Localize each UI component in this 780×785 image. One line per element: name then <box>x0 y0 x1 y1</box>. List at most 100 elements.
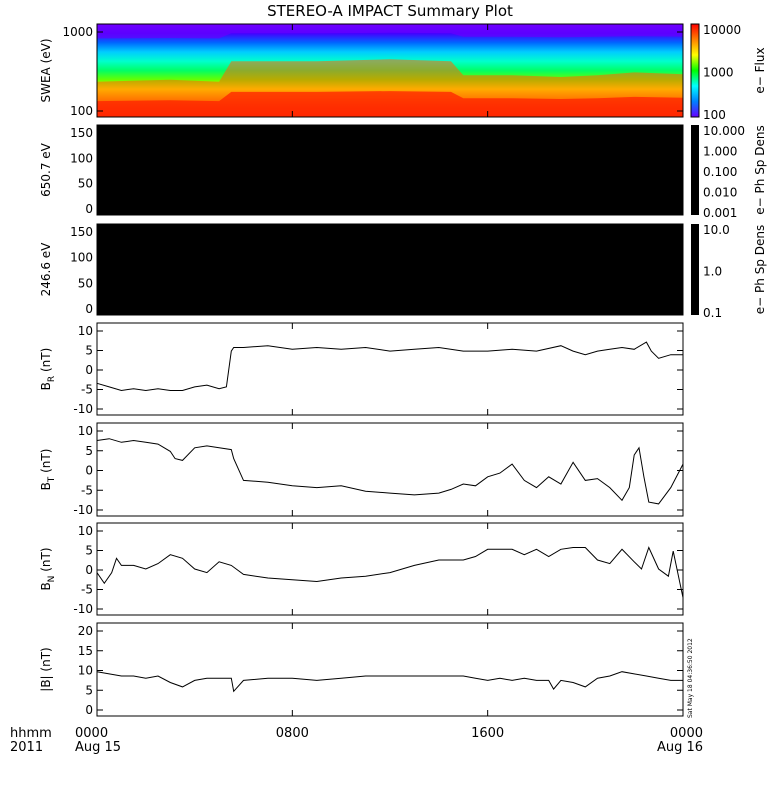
panel-3-frame <box>96 322 684 416</box>
panel-4: 10 5 0 -5 -10 BT (nT) <box>39 422 684 517</box>
panel-3-ytick-label: -5 <box>81 383 93 397</box>
panel-6-ytick-label: 10 <box>78 664 93 678</box>
ylabel-subscript: N <box>47 576 57 583</box>
panel-2-ylabel: 246.6 eV <box>39 242 53 297</box>
ylabel-main: B <box>39 582 53 590</box>
ylabel-main: B <box>39 482 53 490</box>
panel-1-ytick-label: 150 <box>70 126 93 140</box>
panel-2-ytick-label: 50 <box>78 276 93 290</box>
x-tick-label: 0000 <box>670 726 703 741</box>
x-tick-label: 0000 <box>75 726 108 741</box>
panel-6-ytick-label: 5 <box>85 683 93 697</box>
panel-6-series-line <box>96 671 683 693</box>
panel-0-ylabel: SWEA (eV) <box>39 38 53 102</box>
panel-2-colorbar-tick: 1.0 <box>703 265 722 279</box>
panel-3-ylabel: BR (nT) <box>39 348 57 391</box>
panel-1-frame <box>96 124 684 216</box>
panel-3-ytick-label: -10 <box>73 402 93 416</box>
timestamp-label: Sat May 18 04:36:50 2012 <box>687 638 694 718</box>
x-axis-left-label-2: 2011 <box>10 740 43 755</box>
ylabel-unit: (nT) <box>39 348 53 376</box>
panel-4-ytick-label: -10 <box>73 503 93 517</box>
panel-2-ytick-label: 0 <box>85 302 93 316</box>
panel-4-series-line <box>96 438 684 505</box>
panel-2-data-fill <box>97 224 683 315</box>
panel-1-colorbar-tick: 1.000 <box>703 145 737 159</box>
panel-0: 10000 1000 100 e− Flux 1000 100 SWEA (eV) <box>39 23 767 122</box>
panel-6-ytick-label: 15 <box>78 644 93 658</box>
panel-1-ytick-label: 100 <box>70 151 93 165</box>
x-tick-label: 0800 <box>276 726 309 741</box>
panel-0-colorbar-label: e− Flux <box>753 47 767 93</box>
panel-5-ytick-label: 5 <box>85 544 93 558</box>
ylabel-unit: (nT) <box>39 449 53 477</box>
panel-5-ytick-label: -10 <box>73 602 93 616</box>
panel-0-colorbar <box>690 23 700 118</box>
panel-5: 10 5 0 -5 -10 BN (nT) <box>39 522 684 616</box>
panel-2-colorbar-tick: 10.0 <box>703 223 730 237</box>
panel-5-frame <box>96 522 684 616</box>
panel-4-ytick-label: -5 <box>81 483 93 497</box>
panel-1-colorbar-tick: 0.010 <box>703 186 737 200</box>
panel-6-ytick-label: 0 <box>85 703 93 717</box>
panel-4-ylabel: BT (nT) <box>39 449 57 491</box>
panel-4-ytick-label: 0 <box>85 464 93 478</box>
panel-0-colorbar-tick: 10000 <box>703 23 741 37</box>
ylabel-subscript: T <box>47 476 57 483</box>
panel-2-frame <box>96 223 684 316</box>
panel-6-ylabel: |B| (nT) <box>39 647 53 691</box>
swea-spectrogram <box>97 24 683 117</box>
panel-1-colorbar-label: e− Ph Sp Dens <box>753 125 767 214</box>
panel-3-ytick-label: 5 <box>85 344 93 358</box>
panel-5-ytick-label: 0 <box>85 563 93 577</box>
panel-0-frame <box>96 23 684 118</box>
panel-3: 10 5 0 -5 -10 BR (nT) <box>39 322 684 416</box>
panel-1-colorbar <box>691 125 699 215</box>
panel-5-ylabel: BN (nT) <box>39 547 57 590</box>
panel-2-colorbar-label: e− Ph Sp Dens <box>753 225 767 314</box>
panel-1-colorbar-tick: 10.000 <box>703 124 745 138</box>
panel-4-frame <box>96 422 684 517</box>
panel-0-ytick-label: 100 <box>70 104 93 118</box>
x-tick-date-label: Aug 15 <box>75 740 121 755</box>
x-axis-left-label-1: hhmm <box>10 726 52 741</box>
panel-3-series-line <box>96 341 683 392</box>
panel-2-ytick-label: 150 <box>70 225 93 239</box>
panel-5-series-line <box>96 546 684 598</box>
panel-1-ytick-label: 0 <box>85 202 93 216</box>
panel-1-data-fill <box>97 125 683 215</box>
plot-title: STEREO-A IMPACT Summary Plot <box>267 2 513 20</box>
ylabel-subscript: R <box>47 376 57 382</box>
panel-1-ytick-label: 50 <box>78 177 93 191</box>
panel-0-ytick-label: 1000 <box>62 25 93 39</box>
panel-3-ytick-label: 0 <box>85 363 93 377</box>
swea-peak-flux-band <box>97 91 683 117</box>
panel-1-colorbar-tick: 0.001 <box>703 206 737 220</box>
panel-4-ytick-label: 10 <box>78 424 93 438</box>
panel-2: 10.0 1.0 0.1 e− Ph Sp Dens 150 100 50 0 246.6 eV <box>39 223 767 320</box>
panel-5-ytick-label: -5 <box>81 583 93 597</box>
ylabel-main: B <box>39 382 53 390</box>
panel-0-colorbar-tick: 100 <box>703 108 726 122</box>
panel-6: 20 15 10 5 0 |B| (nT) <box>39 622 684 717</box>
panel-2-ytick-label: 100 <box>70 251 93 265</box>
panel-5-ytick-label: 10 <box>78 524 93 538</box>
panel-0-colorbar-tick: 1000 <box>703 66 734 80</box>
panel-1: 10.000 1.000 0.100 0.010 0.001 e− Ph Sp Dens 1… <box>39 124 767 220</box>
panel-1-ylabel: 650.7 eV <box>39 142 53 197</box>
panel-3-ytick-label: 10 <box>78 324 93 338</box>
panel-6-frame <box>96 622 684 717</box>
panel-2-colorbar <box>691 224 699 315</box>
panel-6-ytick-label: 20 <box>78 624 93 638</box>
ylabel-unit: (nT) <box>39 547 53 575</box>
x-tick-label: 1600 <box>471 726 504 741</box>
panel-1-colorbar-tick: 0.100 <box>703 165 737 179</box>
panel-2-colorbar-tick: 0.1 <box>703 306 722 320</box>
x-tick-date-label: Aug 16 <box>657 740 703 755</box>
swea-low-flux-band <box>97 24 683 39</box>
panel-4-ytick-label: 5 <box>85 444 93 458</box>
